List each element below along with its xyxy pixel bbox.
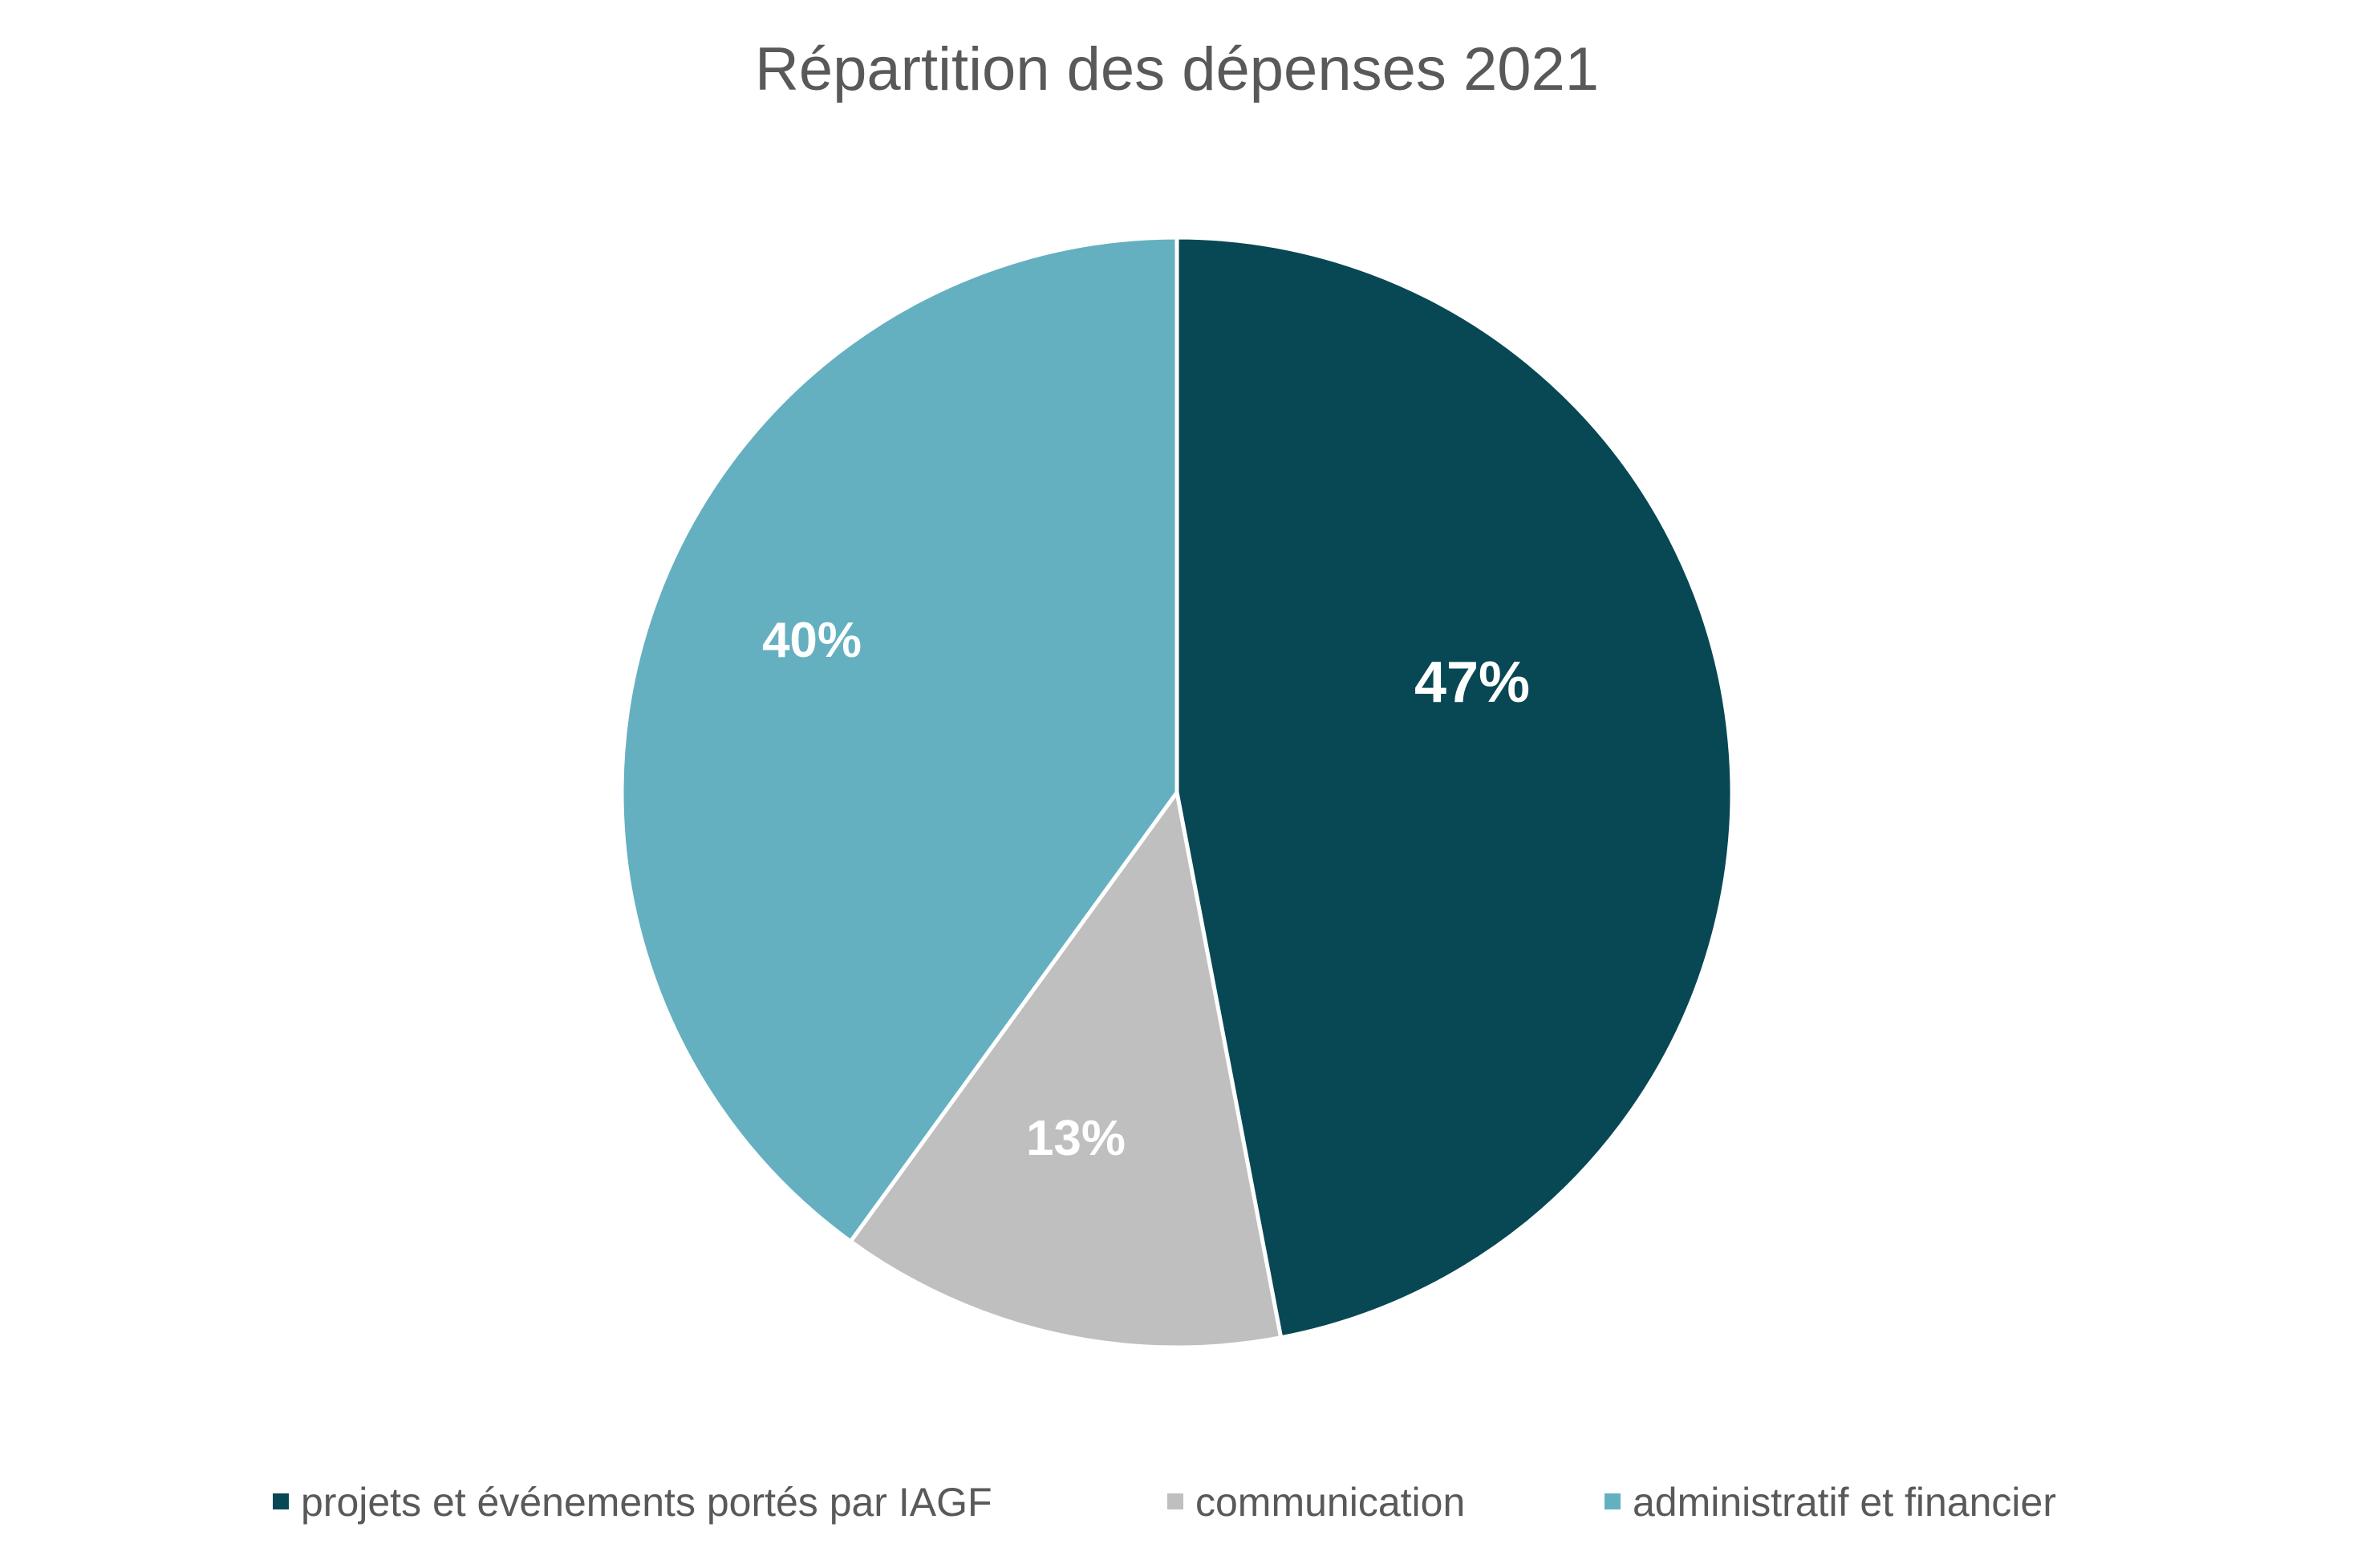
- data-label-2: 40%: [762, 613, 862, 668]
- legend-swatch-2: [1605, 1493, 1621, 1509]
- legend-label-0: projets et événements portés par IAGF: [301, 1480, 992, 1525]
- legend-swatch-0: [273, 1493, 289, 1509]
- legend-label-2: administratif et financier: [1633, 1480, 2056, 1525]
- legend-label-1: communication: [1195, 1480, 1465, 1525]
- pie-slice-2: [619, 235, 1179, 1245]
- pie-slice-1: [847, 787, 1284, 1350]
- pie-slice-0: [1174, 235, 1734, 1340]
- chart-title: Répartition des dépenses 2021: [755, 35, 1599, 103]
- legend-swatch-1: [1167, 1493, 1183, 1509]
- data-label-1: 13%: [1026, 1111, 1126, 1166]
- data-label-0: 47%: [1414, 650, 1530, 715]
